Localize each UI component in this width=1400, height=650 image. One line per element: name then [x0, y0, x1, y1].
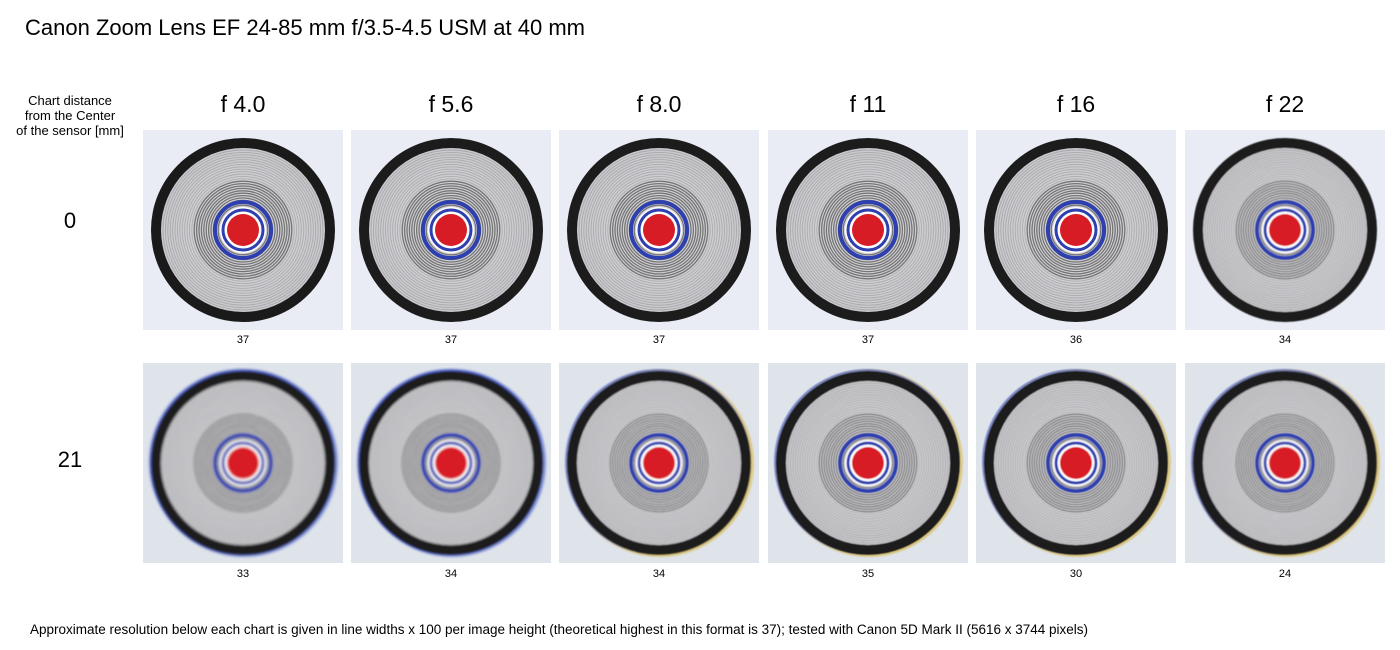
aperture-header: f 11 — [849, 91, 887, 117]
resolution-value: 37 — [652, 334, 666, 346]
resolution-value: 33 — [236, 568, 250, 580]
target-image — [351, 363, 551, 563]
target-image — [976, 130, 1176, 330]
target-image — [143, 363, 343, 563]
target-image — [143, 130, 343, 330]
row-header-line: of the sensor [mm] — [16, 123, 124, 138]
resolution-value: 30 — [1069, 568, 1083, 580]
aperture-header: f 22 — [1265, 91, 1305, 117]
target-image — [351, 130, 551, 330]
page-title: Canon Zoom Lens EF 24-85 mm f/3.5-4.5 US… — [25, 15, 586, 40]
aperture-header: f 16 — [1056, 91, 1096, 117]
row-header-line: from the Center — [24, 108, 116, 123]
footnote: Approximate resolution below each chart … — [30, 622, 1089, 637]
resolution-value: 35 — [861, 568, 875, 580]
target-image — [1185, 363, 1385, 563]
resolution-value: 36 — [1069, 334, 1083, 346]
resolution-value: 37 — [236, 334, 250, 346]
target-image — [768, 363, 968, 563]
target-image — [1185, 130, 1385, 330]
aperture-header: f 8.0 — [636, 91, 682, 117]
resolution-value: 37 — [861, 334, 875, 346]
target-image — [768, 130, 968, 330]
aperture-header: f 5.6 — [428, 91, 474, 117]
resolution-value: 34 — [1278, 334, 1292, 346]
distance-label: 21 — [57, 447, 83, 472]
target-image — [559, 130, 759, 330]
distance-label: 0 — [63, 208, 77, 233]
row-header-line: Chart distance — [28, 93, 112, 108]
resolution-value: 37 — [444, 334, 458, 346]
aperture-header: f 4.0 — [220, 91, 266, 117]
resolution-value: 34 — [444, 568, 458, 580]
row-header: Chart distance from the Center of the se… — [5, 93, 135, 138]
target-image — [559, 363, 759, 563]
resolution-value: 34 — [652, 568, 666, 580]
target-image — [976, 363, 1176, 563]
resolution-value: 24 — [1278, 568, 1292, 580]
